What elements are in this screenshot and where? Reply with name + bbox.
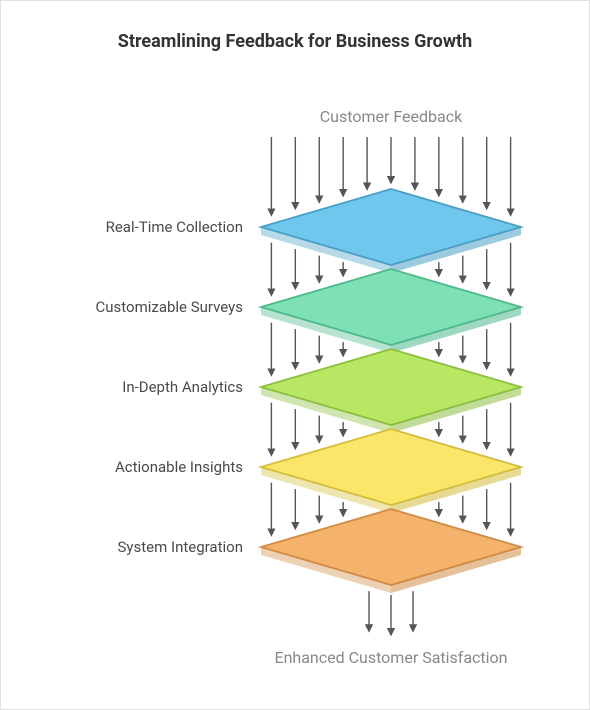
layer-label: Actionable Insights <box>115 458 243 476</box>
top-label: Customer Feedback <box>320 107 463 126</box>
layer-plane <box>261 349 521 425</box>
layer-plane <box>261 269 521 345</box>
layer-label: Real-Time Collection <box>106 218 243 236</box>
bottom-label: Enhanced Customer Satisfaction <box>274 648 507 667</box>
page-title: Streamlining Feedback for Business Growt… <box>1 1 589 52</box>
layer-label: In-Depth Analytics <box>122 378 243 396</box>
layer-label: System Integration <box>118 538 243 556</box>
layer-label: Customizable Surveys <box>96 298 244 316</box>
layer-plane <box>261 429 521 505</box>
layer-plane <box>261 509 521 585</box>
funnel-diagram: Customer Feedback Real-Time Collection Cus… <box>1 52 590 692</box>
layer-plane <box>261 189 521 265</box>
